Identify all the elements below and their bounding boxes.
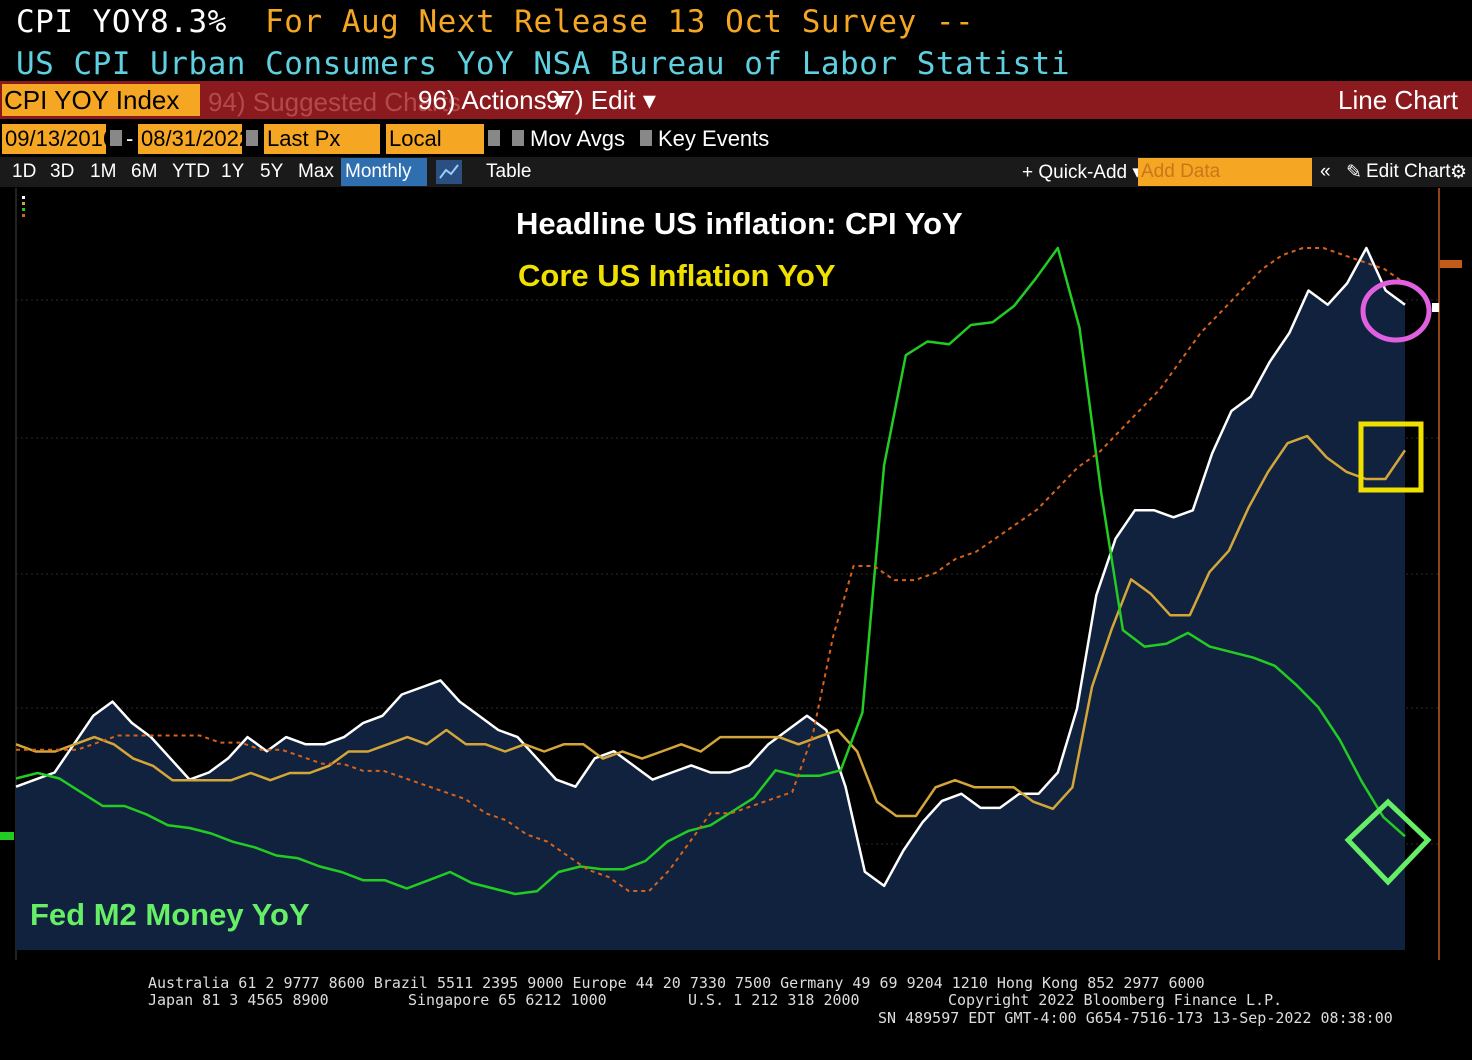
key-events-checkbox[interactable]: [640, 130, 652, 146]
period-button[interactable]: 5Y: [260, 161, 284, 182]
currency-field[interactable]: Local CCY: [386, 124, 484, 181]
series-area: [16, 248, 1405, 950]
legend-swatch-cpi: [22, 196, 25, 199]
quick-add-menu[interactable]: + Quick-Add ▾: [1022, 162, 1142, 183]
next-release: Next Release 13 Oct: [418, 4, 783, 40]
footer-copyright: Copyright 2022 Bloomberg Finance L.P.: [948, 991, 1283, 1009]
legend-swatch-core: [22, 202, 25, 205]
security-description: US CPI Urban Consumers YoY NSA Bureau of…: [16, 46, 1070, 82]
for-period: For Aug: [265, 4, 400, 40]
pencil-icon[interactable]: ✎: [1346, 162, 1362, 183]
chart-type-label: Line Chart: [1338, 85, 1458, 115]
add-data-input[interactable]: Add Data: [1138, 158, 1312, 186]
ticker-header: CPI YOY8.3% For Aug Next Release 13 Oct …: [16, 4, 974, 40]
start-date-field[interactable]: 09/13/2016: [2, 124, 115, 154]
period-button[interactable]: 1D: [12, 161, 37, 182]
collapse-icon[interactable]: «: [1320, 161, 1331, 182]
footer-session: SN 489597 EDT GMT-4:00 G654-7516-173 13-…: [878, 1009, 1393, 1027]
core-annotation: Core US Inflation YoY: [518, 258, 836, 293]
suggested-charts-menu[interactable]: 94) Suggested Charts: [208, 87, 461, 117]
highlight-circle: [1360, 279, 1432, 343]
frequency-dropdown[interactable]: Monthly ▼: [341, 158, 427, 210]
index-field[interactable]: CPI YOY Index: [2, 84, 200, 116]
last-value-marker: [1432, 303, 1439, 312]
period-button[interactable]: 3D: [50, 161, 75, 182]
series-line: [15, 246, 1406, 888]
calendar-icon[interactable]: [110, 130, 122, 146]
price-field[interactable]: Last Px: [264, 124, 380, 154]
edit-menu[interactable]: 97) Edit ▾: [546, 85, 656, 115]
period-button[interactable]: 1M: [90, 161, 117, 182]
left-axis-value-tag: [0, 832, 14, 840]
series-line: [15, 434, 1407, 818]
highlight-diamond: [1344, 798, 1432, 886]
axis-value-tag: [1440, 260, 1462, 268]
series-line: [15, 246, 1406, 896]
highlight-square: [1358, 421, 1424, 493]
function-toolbar: CPI YOY Index 94) Suggested Charts 96) A…: [0, 81, 1472, 119]
actions-menu[interactable]: 96) Actions ▾: [418, 85, 567, 115]
footer-contacts: Australia 61 2 9777 8600 Brazil 5511 239…: [148, 974, 1205, 992]
end-date-field[interactable]: 08/31/2022: [138, 124, 251, 154]
period-bar: 1D 3D 1M 6M YTD 1Y 5Y Max Monthly ▼ Tabl…: [0, 157, 1472, 210]
headline-annotation: Headline US inflation: CPI YoY: [516, 206, 963, 241]
period-button[interactable]: YTD: [172, 161, 210, 182]
calendar-icon[interactable]: [246, 130, 258, 146]
date-options-bar: 09/13/2016 - 08/31/2022 Last Px Local CC…: [0, 122, 1472, 181]
callouts: [0, 260, 1462, 886]
period-button[interactable]: Max: [298, 161, 334, 182]
m2-annotation: Fed M2 Money YoY: [30, 897, 310, 932]
dropdown-icon[interactable]: [488, 130, 500, 146]
legend: [22, 196, 25, 217]
mov-avgs-checkbox[interactable]: [512, 130, 524, 146]
mov-avgs-label: Mov Avgs: [530, 126, 625, 151]
legend-swatch-dashed: [22, 214, 25, 217]
legend-swatch-m2: [22, 208, 25, 211]
line-chart-icon[interactable]: [436, 160, 462, 184]
edit-chart-button[interactable]: Edit Chart: [1366, 161, 1451, 182]
footer-singapore: Singapore 65 6212 1000: [408, 991, 607, 1009]
series-line: [16, 247, 1406, 892]
survey: Survey --: [801, 4, 975, 40]
period-button[interactable]: 6M: [131, 161, 158, 182]
series-layer: [15, 246, 1407, 950]
table-tab[interactable]: Table: [486, 161, 532, 182]
footer-us: U.S. 1 212 318 2000: [688, 991, 860, 1009]
gear-icon[interactable]: ⚙: [1450, 162, 1468, 183]
key-events-label: Key Events: [658, 126, 770, 151]
inflation-chart: Headline US inflation: CPI YoY Core US I…: [0, 188, 1472, 978]
last-value: 8.3%: [150, 4, 227, 40]
ticker: CPI YOY: [16, 4, 151, 40]
footer-japan: Japan 81 3 4565 8900: [148, 991, 329, 1009]
period-button[interactable]: 1Y: [221, 161, 245, 182]
